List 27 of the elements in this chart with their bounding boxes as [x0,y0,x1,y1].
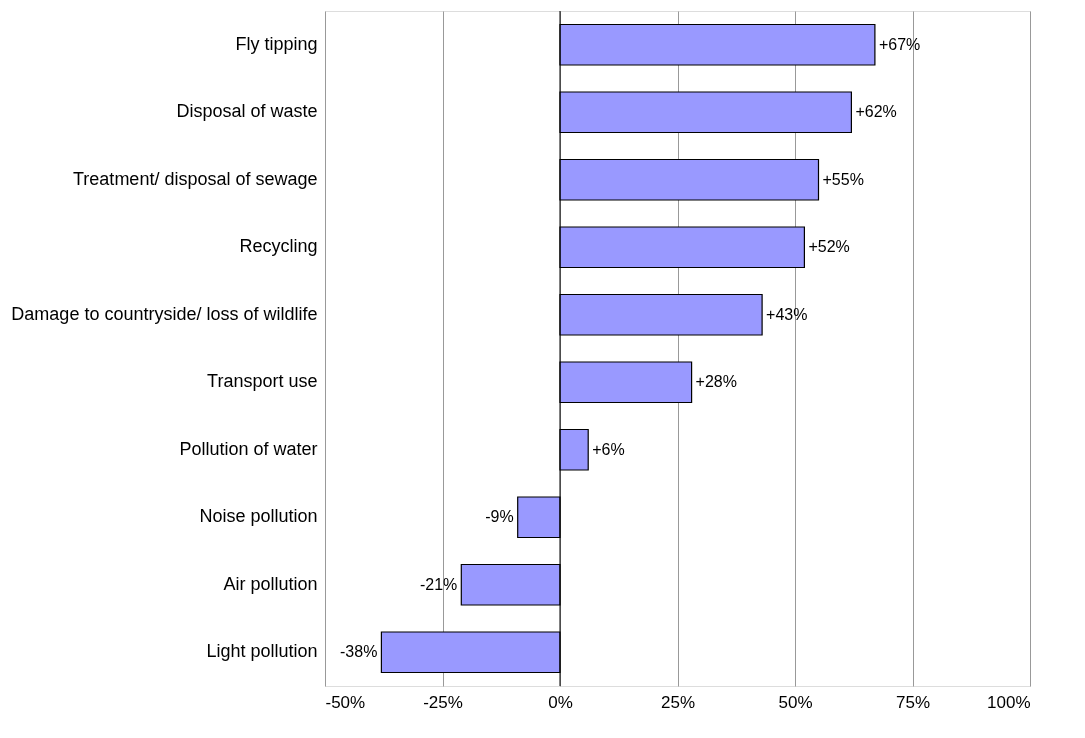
x-tick-label: 50% [778,692,813,712]
data-label: +62% [855,103,897,121]
x-tick-label: 25% [660,692,696,712]
x-tick-label: 100% [987,692,1031,712]
x-tick-label: 75% [895,692,931,712]
y-tick-label: Treatment/ disposal of sewage [73,168,318,189]
y-tick-label: Light pollution [206,641,318,662]
y-tick-label: Damage to countryside/ loss of wildlife [11,303,318,324]
data-label: -9% [485,508,514,526]
data-label: -21% [419,575,458,593]
y-tick-label: Transport use [207,371,318,392]
data-label: +67% [878,35,921,53]
y-tick-label: Air pollution [223,573,318,594]
y-tick-label: Recycling [239,236,318,257]
data-label: -38% [340,643,378,661]
y-tick-label: Fly tipping [235,33,318,54]
y-tick-label: Disposal of waste [176,101,318,122]
data-label: +6% [592,440,625,458]
data-label: +43% [766,305,808,323]
data-label: +55% [822,170,864,188]
x-tick-label: 0% [548,692,573,712]
y-tick-label: Noise pollution [199,506,318,527]
data-label: +28% [695,373,737,391]
data-label: +52% [808,238,850,256]
y-tick-label: Pollution of water [179,438,318,459]
x-tick-label: -25% [423,692,463,712]
x-tick-label: -50% [325,692,366,712]
